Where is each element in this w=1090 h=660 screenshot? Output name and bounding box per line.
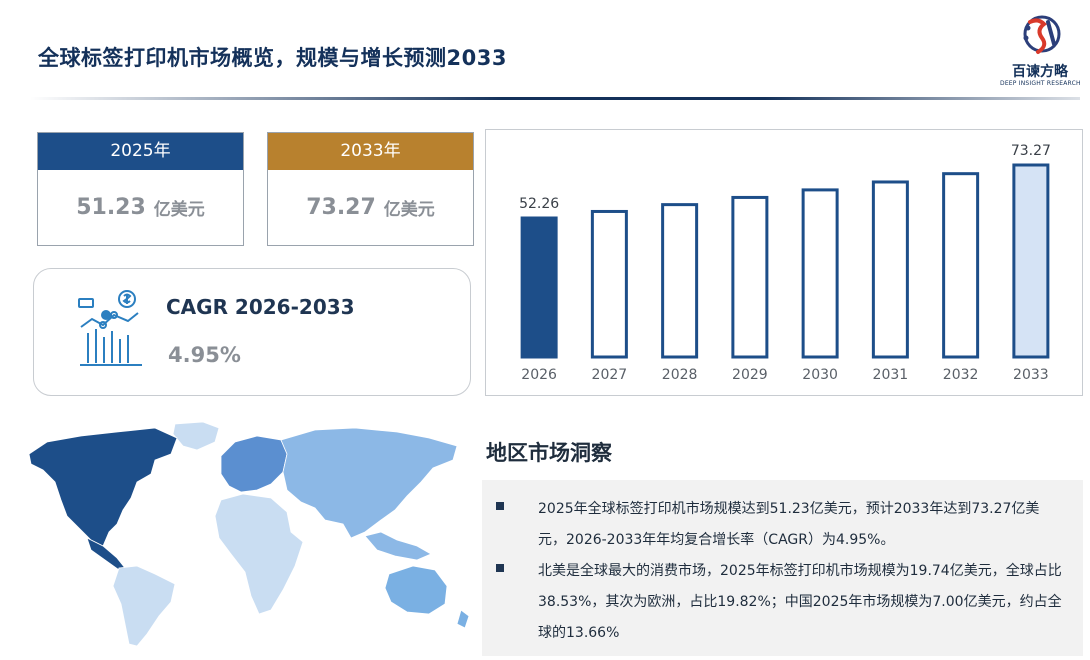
bar-2026 — [520, 216, 558, 359]
logo-name: 百谏方略 — [1012, 64, 1068, 80]
insight-text: 北美是全球最大的消费市场，2025年标签打印机市场规模为19.74亿美元，全球占… — [538, 563, 1062, 641]
stat-card-value: 73.27 — [306, 195, 376, 220]
logo-subtitle: DEEP INSIGHT RESEARCH — [1000, 80, 1081, 87]
map-new-zealand — [456, 609, 470, 629]
x-tick-label: 2029 — [732, 367, 768, 383]
bar-chart-svg: 2026 52.26 2027 2028 2029 2030 2031 2032 2033 73.… — [519, 143, 1051, 383]
data-label: 52.26 — [519, 196, 559, 212]
cagr-card: CAGR 2026-2033 4.95% — [33, 268, 471, 396]
insight-bullet: 北美是全球最大的消费市场，2025年标签打印机市场规模为19.74亿美元，全球占… — [496, 556, 1066, 649]
map-southeast-asia — [364, 531, 432, 561]
x-tick-label: 2032 — [943, 367, 979, 383]
bullet-square-icon — [496, 502, 504, 510]
stat-card-year: 2033年 — [268, 133, 473, 170]
bar-2029 — [731, 195, 769, 359]
bar-2032 — [942, 172, 980, 359]
forecast-bar-chart: 2026 52.26 2027 2028 2029 2030 2031 2032 2033 73.… — [485, 129, 1083, 396]
x-tick-label: 2033 — [1013, 367, 1049, 383]
stat-card-body: 51.23 亿美元 — [38, 170, 243, 245]
bar-2030 — [801, 188, 839, 359]
x-tick-label: 2027 — [592, 367, 628, 383]
world-map — [28, 421, 470, 647]
growth-chart-icon — [78, 290, 142, 366]
bar-2031 — [871, 180, 909, 359]
insight-text: 2025年全球标签打印机市场规模达到51.23亿美元，预计2033年达到73.2… — [538, 501, 1040, 548]
cagr-label: CAGR 2026-2033 — [166, 295, 355, 319]
cagr-value: 4.95% — [168, 343, 241, 367]
map-asia — [280, 427, 458, 539]
stat-card-unit: 亿美元 — [153, 200, 205, 220]
data-label: 73.27 — [1011, 143, 1051, 159]
regional-insights-box: 2025年全球标签打印机市场规模达到51.23亿美元，预计2033年达到73.2… — [482, 480, 1083, 656]
bullet-square-icon — [496, 564, 504, 572]
map-europe — [220, 435, 288, 493]
page-title: 全球标签打印机市场概览，规模与增长预测2033 — [38, 46, 507, 70]
map-africa — [214, 493, 304, 615]
insight-bullet: 2025年全球标签打印机市场规模达到51.23亿美元，预计2033年达到73.2… — [496, 494, 1066, 556]
bar-2033 — [1012, 163, 1050, 359]
regional-insights-title: 地区市场洞察 — [486, 441, 612, 465]
stat-card-body: 73.27 亿美元 — [268, 170, 473, 245]
logo-mark-icon — [1023, 15, 1061, 54]
map-north-america — [28, 427, 178, 547]
stat-card-2025: 2025年 51.23 亿美元 — [37, 132, 244, 246]
stat-card-2033: 2033年 73.27 亿美元 — [267, 132, 474, 246]
x-tick-label: 2028 — [662, 367, 698, 383]
x-tick-label: 2031 — [873, 367, 909, 383]
bar-2028 — [661, 203, 699, 359]
map-greenland — [172, 421, 220, 451]
x-tick-label: 2030 — [802, 367, 838, 383]
map-oceania — [384, 565, 448, 615]
stat-card-value: 51.23 — [76, 195, 146, 220]
map-south-america — [112, 565, 176, 647]
x-tick-label: 2026 — [521, 367, 557, 383]
header-divider — [30, 97, 1080, 100]
company-logo: 百谏方略 DEEP INSIGHT RESEARCH — [1000, 14, 1081, 90]
bar-2027 — [590, 209, 628, 359]
map-central-america — [86, 537, 126, 571]
stat-card-unit: 亿美元 — [383, 200, 435, 220]
stat-card-year: 2025年 — [38, 133, 243, 170]
